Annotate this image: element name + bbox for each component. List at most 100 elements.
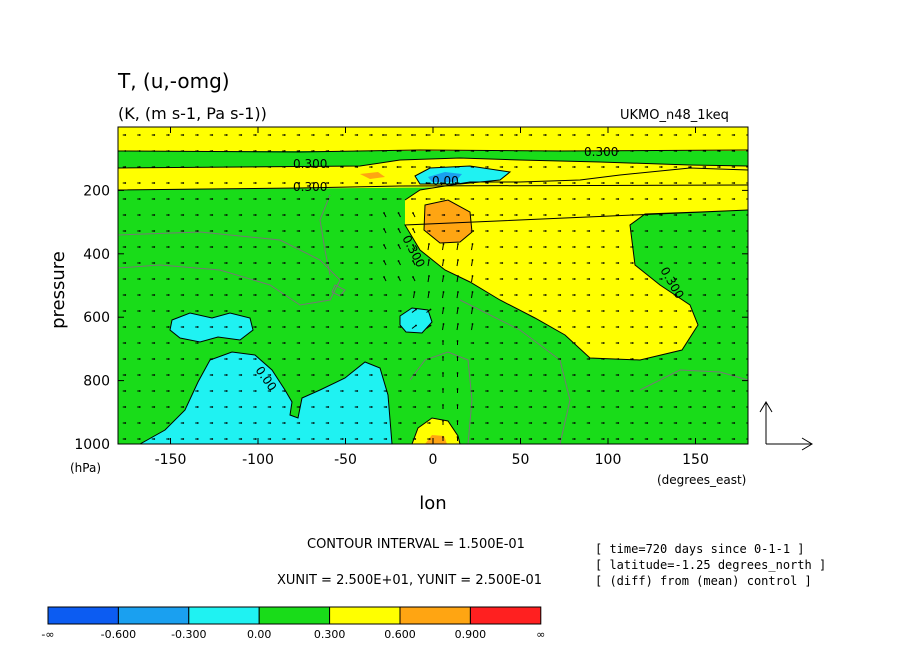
wind-vector-head: [182, 326, 185, 328]
wind-vector-head: [312, 294, 315, 296]
wind-vector-head: [515, 246, 518, 248]
wind-vector-head: [602, 326, 605, 328]
wind-vector-head: [341, 230, 344, 232]
wind-vector-head: [515, 134, 518, 136]
wind-vector-head: [138, 262, 141, 264]
wind-vector-head: [182, 262, 185, 264]
wind-vector-head: [457, 291, 459, 293]
wind-vector-head: [196, 358, 199, 360]
wind-vector-head: [425, 150, 428, 152]
wind-vector-head: [428, 275, 430, 277]
wind-vector-head: [733, 230, 736, 232]
wind-vector-head: [240, 246, 243, 248]
wind-vector-head: [269, 166, 272, 168]
wind-vector-head: [182, 358, 185, 360]
wind-vector-head: [341, 246, 344, 248]
wind-vector-head: [515, 198, 518, 200]
wind-vector-head: [269, 198, 272, 200]
wind-vector-head: [211, 358, 214, 360]
wind-vector-head: [283, 262, 286, 264]
wind-vector-head: [356, 150, 359, 152]
wind-vector-head: [225, 358, 228, 360]
wind-vector-head: [225, 342, 228, 344]
wind-vector-head: [704, 390, 707, 392]
wind-vector-head: [312, 278, 315, 280]
wind-vector-head: [153, 166, 156, 168]
wind-vector-head: [660, 310, 663, 312]
wind-vector-head: [399, 390, 402, 392]
wind-vector-head: [588, 246, 591, 248]
wind-vector-head: [617, 262, 620, 264]
wind-vector-head: [182, 230, 185, 232]
field-cyan-region-southwest: [138, 351, 393, 444]
wind-vector-head: [660, 134, 663, 136]
wind-vector-head: [559, 390, 562, 392]
wind-vector-head: [269, 326, 272, 328]
wind-vector-head: [283, 342, 286, 344]
wind-vector-head: [396, 198, 399, 200]
wind-vector-head: [124, 198, 127, 200]
wind-vector-head: [182, 422, 185, 424]
wind-vector-head: [412, 244, 414, 246]
wind-vector-head: [689, 294, 692, 296]
wind-vector-head: [559, 374, 562, 376]
wind-vector-head: [327, 182, 330, 184]
wind-vector-head: [718, 230, 721, 232]
wind-vector-head: [472, 422, 475, 424]
wind-vector-head: [515, 310, 518, 312]
wind-vector-head: [269, 150, 272, 152]
wind-vector: [427, 275, 430, 283]
wind-vector-head: [385, 342, 388, 344]
wind-vector-head: [456, 356, 459, 358]
wind-vector-head: [457, 259, 459, 261]
wind-vector-head: [617, 326, 620, 328]
wind-vector-head: [167, 230, 170, 232]
wind-vector-head: [415, 324, 417, 327]
wind-vector-head: [530, 214, 533, 216]
wind-vector-head: [428, 422, 431, 424]
wind-vector-head: [472, 150, 475, 152]
wind-vector-head: [196, 342, 199, 344]
info-line: [ (diff) from (mean) control ]: [595, 574, 812, 588]
wind-vector-head: [646, 166, 649, 168]
wind-vector-head: [153, 422, 156, 424]
wind-vector-head: [196, 374, 199, 376]
wind-vector-head: [298, 406, 301, 408]
wind-vector-head: [733, 182, 736, 184]
wind-vector-head: [646, 246, 649, 248]
wind-vector-head: [327, 214, 330, 216]
wind-vector-head: [283, 390, 286, 392]
wind-vector-head: [254, 166, 257, 168]
wind-vector-head: [240, 326, 243, 328]
wind-vector-head: [689, 310, 692, 312]
wind-vector-head: [312, 438, 315, 440]
contour-gray-4: [459, 299, 571, 444]
wind-vector-head: [675, 422, 678, 424]
wind-vector: [471, 307, 473, 315]
wind-vector-head: [501, 262, 504, 264]
wind-vector-head: [675, 246, 678, 248]
wind-vector-head: [411, 182, 413, 184]
wind-vector: [471, 323, 473, 331]
wind-vector-head: [689, 134, 692, 136]
wind-vector-head: [356, 438, 359, 440]
wind-vector-head: [356, 358, 359, 360]
wind-vector-head: [689, 438, 692, 440]
wind-vector-head: [341, 262, 344, 264]
wind-vector-head: [675, 278, 678, 280]
wind-vector-head: [138, 134, 141, 136]
wind-vector-head: [675, 150, 678, 152]
wind-vector-head: [442, 340, 444, 342]
wind-vector-head: [660, 294, 663, 296]
wind-vector-head: [704, 134, 707, 136]
wind-vector-head: [718, 278, 721, 280]
wind-vector-head: [501, 150, 504, 152]
wind-vector-head: [211, 374, 214, 376]
wind-vector-head: [341, 294, 344, 296]
wind-vector-head: [240, 374, 243, 376]
wind-vector-head: [327, 246, 330, 248]
wind-vector-head: [588, 406, 591, 408]
wind-vector: [413, 291, 415, 299]
wind-vector-head: [240, 342, 243, 344]
wind-vector-head: [240, 134, 243, 136]
